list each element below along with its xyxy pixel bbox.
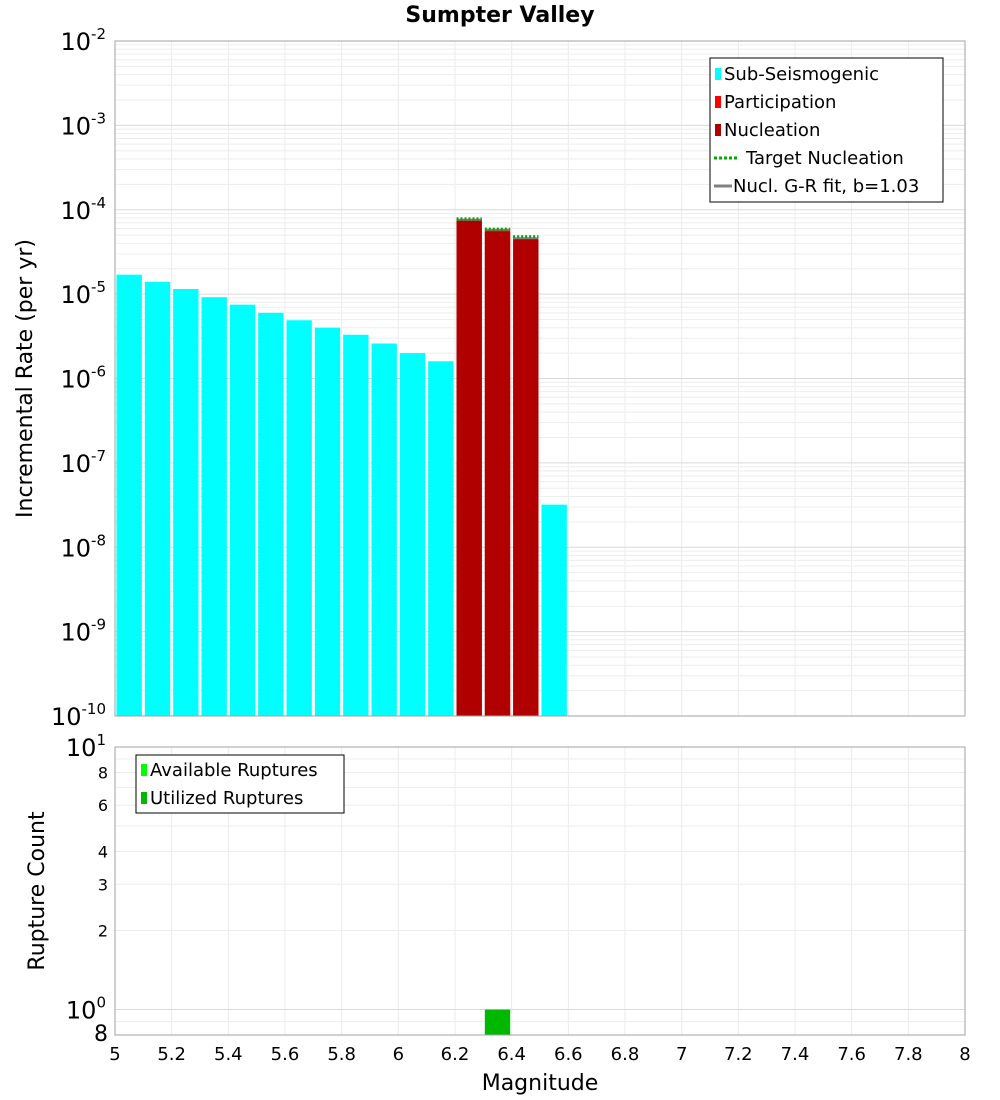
x-tick-label: 6.4: [497, 1044, 526, 1065]
x-tick-label: 7: [676, 1044, 687, 1065]
y-tick-label: 10-5: [60, 278, 106, 309]
sub-seismogenic-bar: [144, 281, 171, 716]
legend-swatch: [715, 96, 721, 108]
sub-seismogenic-bar: [286, 320, 312, 716]
sub-seismogenic-bar: [541, 504, 567, 716]
x-tick-label: 6.6: [554, 1044, 583, 1065]
legend-label: Participation: [724, 92, 836, 113]
legend-label: Available Ruptures: [150, 760, 318, 781]
x-tick-label: 5.8: [327, 1044, 356, 1065]
legend-label: Sub-Seismogenic: [724, 64, 879, 85]
top-panel: Sumpter Valley 10-210-310-410-510-610-71…: [13, 3, 966, 731]
sub-seismogenic-bar: [314, 327, 341, 716]
x-tick-label: 6: [393, 1044, 404, 1065]
sub-seismogenic-bar: [371, 343, 397, 716]
x-tick-label: 7.8: [894, 1044, 923, 1065]
sub-seismogenic-bar: [399, 353, 426, 716]
legend-label: Utilized Ruptures: [150, 788, 303, 809]
x-tick-label: 5: [109, 1044, 120, 1065]
top-y-axis-label: Incremental Rate (per yr): [13, 239, 38, 518]
y-tick-label: 10-6: [60, 363, 106, 394]
y-minor-tick-label: 8: [98, 763, 108, 782]
y-tick-label: 10-3: [60, 109, 106, 140]
top-plot-frame: [114, 40, 966, 717]
legend-label: Target Nucleation: [745, 148, 904, 169]
sub-seismogenic-bar: [173, 289, 199, 716]
x-tick-label: 5.6: [271, 1044, 300, 1065]
utilized-ruptures-bar: [484, 1009, 511, 1035]
top-target-lines: [456, 217, 539, 240]
top-legend: Sub-Seismogenic Participation Nucleation Ta…: [709, 57, 944, 203]
x-tick-label: 6.2: [441, 1044, 470, 1065]
x-tick-label: 8: [959, 1044, 970, 1065]
bottom-legend: Available Ruptures Utilized Ruptures: [135, 754, 345, 814]
sub-seismogenic-bar: [229, 304, 256, 716]
top-y-tick-labels: 10-2 10-3 10-4 10-5 10-6 10-7 10-8 10-9 10-10: [51, 25, 106, 731]
y-tick-label: 101: [66, 731, 106, 762]
y-tick-label: 10-10: [51, 700, 106, 731]
x-tick-labels: 5 5.2 5.4 5.6 5.8 6 6.2 6.4 6.6 6.8 7 7.2 7.4 7.6 7.8 8: [109, 1044, 970, 1065]
y-tick-label: 10-9: [60, 616, 106, 647]
y-tick-label: 10-4: [60, 194, 106, 225]
legend-swatch: [141, 764, 147, 776]
top-bars: [116, 220, 567, 717]
sub-seismogenic-bar: [258, 312, 284, 716]
x-tick-label: 7.2: [724, 1044, 753, 1065]
legend-box: [709, 57, 944, 203]
legend-swatch: [141, 792, 147, 804]
sub-seismogenic-bar: [343, 334, 369, 716]
sub-seismogenic-bar: [428, 361, 454, 716]
y-minor-tick-label: 3: [98, 875, 108, 894]
bottom-plot-frame: [114, 746, 966, 1036]
legend-label: Nucl. G-R fit, b=1.03: [733, 176, 919, 197]
y-tick-label: 10-2: [60, 25, 106, 56]
legend-box: [135, 754, 345, 814]
bottom-y-axis-label: Rupture Count: [25, 811, 50, 971]
y-minor-tick-label: 2: [98, 922, 108, 941]
chart-title: Sumpter Valley: [405, 3, 594, 28]
x-tick-label: 5.4: [214, 1044, 243, 1065]
y-tick-label: 100: [66, 994, 106, 1025]
legend-swatch: [715, 68, 721, 80]
nucleation-bar: [456, 220, 482, 717]
bottom-bars: [484, 1009, 511, 1035]
y-tick-label: 10-7: [60, 447, 106, 478]
x-tick-label: 5.2: [157, 1044, 186, 1065]
nucleation-bar: [484, 231, 511, 716]
x-tick-label: 7.4: [781, 1044, 810, 1065]
y-minor-tick-label: 6: [98, 796, 108, 815]
nucleation-bar: [513, 238, 539, 716]
y-minor-tick-label: 4: [98, 842, 108, 861]
x-axis-label: Magnitude: [482, 1071, 599, 1096]
y-tick-label: 10-8: [60, 531, 106, 562]
legend-swatch: [715, 124, 721, 136]
x-tick-label: 7.6: [837, 1044, 866, 1065]
x-tick-label: 6.8: [611, 1044, 640, 1065]
sub-seismogenic-bar: [116, 274, 142, 716]
sub-seismogenic-bar: [201, 297, 227, 716]
legend-label: Nucleation: [724, 120, 820, 141]
y-minor-tick-label: 8: [94, 1022, 108, 1047]
